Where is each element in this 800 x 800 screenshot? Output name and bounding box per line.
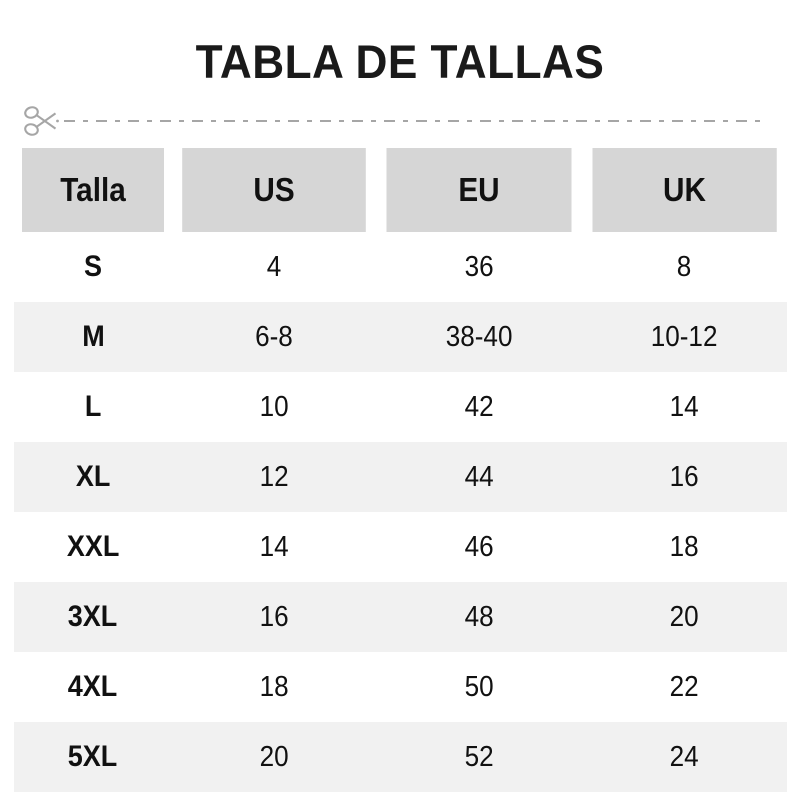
cell-text: 4 bbox=[266, 250, 282, 283]
cell-talla: 5XL bbox=[14, 722, 172, 792]
cell-talla: XXL bbox=[14, 512, 172, 582]
cell-eu: 48 bbox=[376, 582, 582, 652]
cell-uk: 14 bbox=[582, 372, 787, 442]
cell-us: 14 bbox=[172, 512, 376, 582]
cell-text: 12 bbox=[259, 460, 289, 493]
cell-text: XL bbox=[75, 460, 111, 493]
cell-uk: 24 bbox=[582, 722, 787, 792]
cell-text: 16 bbox=[259, 600, 289, 633]
column-header-us: US bbox=[182, 148, 366, 232]
table-row: 5XL 20 52 24 bbox=[14, 722, 787, 792]
page-title: TABLA DE TALLAS bbox=[195, 35, 605, 88]
column-header-talla: Talla bbox=[21, 148, 165, 232]
table-row: L 10 42 14 bbox=[14, 372, 787, 442]
cell-text: 44 bbox=[464, 460, 494, 493]
cell-text: 3XL bbox=[68, 600, 118, 633]
cell-text: 10-12 bbox=[651, 320, 718, 353]
cell-eu: 50 bbox=[376, 652, 582, 722]
cell-us: 4 bbox=[172, 232, 376, 302]
cell-text: L bbox=[84, 390, 102, 423]
cell-text: 14 bbox=[259, 530, 289, 563]
cell-talla: 4XL bbox=[14, 652, 172, 722]
cell-talla: 3XL bbox=[14, 582, 172, 652]
cell-us: 18 bbox=[172, 652, 376, 722]
column-header-uk: UK bbox=[592, 148, 777, 232]
cell-text: 22 bbox=[669, 670, 700, 703]
cell-text: 46 bbox=[464, 530, 494, 563]
cut-line-dashes bbox=[64, 119, 768, 122]
cell-text: 18 bbox=[669, 530, 700, 563]
cell-eu: 36 bbox=[376, 232, 582, 302]
cell-text: 50 bbox=[464, 670, 494, 703]
cell-text: 52 bbox=[464, 740, 494, 773]
size-table-header: Talla US EU UK bbox=[14, 148, 787, 232]
cell-text: 42 bbox=[464, 390, 494, 423]
table-row: S 4 36 8 bbox=[14, 232, 787, 302]
cell-text: 18 bbox=[259, 670, 289, 703]
cell-uk: 18 bbox=[582, 512, 787, 582]
cell-uk: 22 bbox=[582, 652, 787, 722]
size-table: Talla US EU UK S 4 36 8 M 6-8 38-40 10-1… bbox=[14, 148, 787, 792]
cut-line bbox=[22, 104, 774, 138]
cell-uk: 20 bbox=[582, 582, 787, 652]
cell-text: 20 bbox=[669, 600, 700, 633]
cell-eu: 44 bbox=[376, 442, 582, 512]
table-row: XL 12 44 16 bbox=[14, 442, 787, 512]
cell-text: 38-40 bbox=[445, 320, 513, 353]
cell-text: 20 bbox=[259, 740, 289, 773]
cell-text: XXL bbox=[66, 530, 120, 563]
cell-text: 5XL bbox=[68, 740, 118, 773]
cell-text: 24 bbox=[669, 740, 700, 773]
cell-talla: M bbox=[14, 302, 172, 372]
table-row: XXL 14 46 18 bbox=[14, 512, 787, 582]
cell-eu: 42 bbox=[376, 372, 582, 442]
cell-text: 36 bbox=[464, 250, 494, 283]
table-row: 3XL 16 48 20 bbox=[14, 582, 787, 652]
cell-text: 16 bbox=[669, 460, 700, 493]
table-row: M 6-8 38-40 10-12 bbox=[14, 302, 787, 372]
cell-text: 8 bbox=[677, 250, 692, 283]
table-row: 4XL 18 50 22 bbox=[14, 652, 787, 722]
cell-text: 48 bbox=[464, 600, 494, 633]
column-header-eu: EU bbox=[386, 148, 572, 232]
cell-eu: 52 bbox=[376, 722, 582, 792]
cell-talla: XL bbox=[14, 442, 172, 512]
cell-text: 4XL bbox=[68, 670, 118, 703]
cell-text: 14 bbox=[669, 390, 700, 423]
cell-talla: S bbox=[14, 232, 172, 302]
cell-us: 12 bbox=[172, 442, 376, 512]
cell-talla: L bbox=[14, 372, 172, 442]
cell-us: 6-8 bbox=[172, 302, 376, 372]
cell-text: S bbox=[83, 250, 102, 283]
cell-uk: 10-12 bbox=[582, 302, 787, 372]
cell-us: 20 bbox=[172, 722, 376, 792]
cell-eu: 38-40 bbox=[376, 302, 582, 372]
cell-text: 10 bbox=[259, 390, 289, 423]
cell-us: 10 bbox=[172, 372, 376, 442]
cell-text: 6-8 bbox=[255, 320, 293, 353]
cell-us: 16 bbox=[172, 582, 376, 652]
table-header-row: Talla US EU UK bbox=[14, 148, 787, 232]
cell-text: M bbox=[81, 320, 105, 353]
cell-uk: 16 bbox=[582, 442, 787, 512]
scissors-icon bbox=[22, 104, 66, 138]
cell-uk: 8 bbox=[582, 232, 787, 302]
cell-eu: 46 bbox=[376, 512, 582, 582]
size-table-body: S 4 36 8 M 6-8 38-40 10-12 L 10 42 14 XL… bbox=[14, 232, 787, 792]
